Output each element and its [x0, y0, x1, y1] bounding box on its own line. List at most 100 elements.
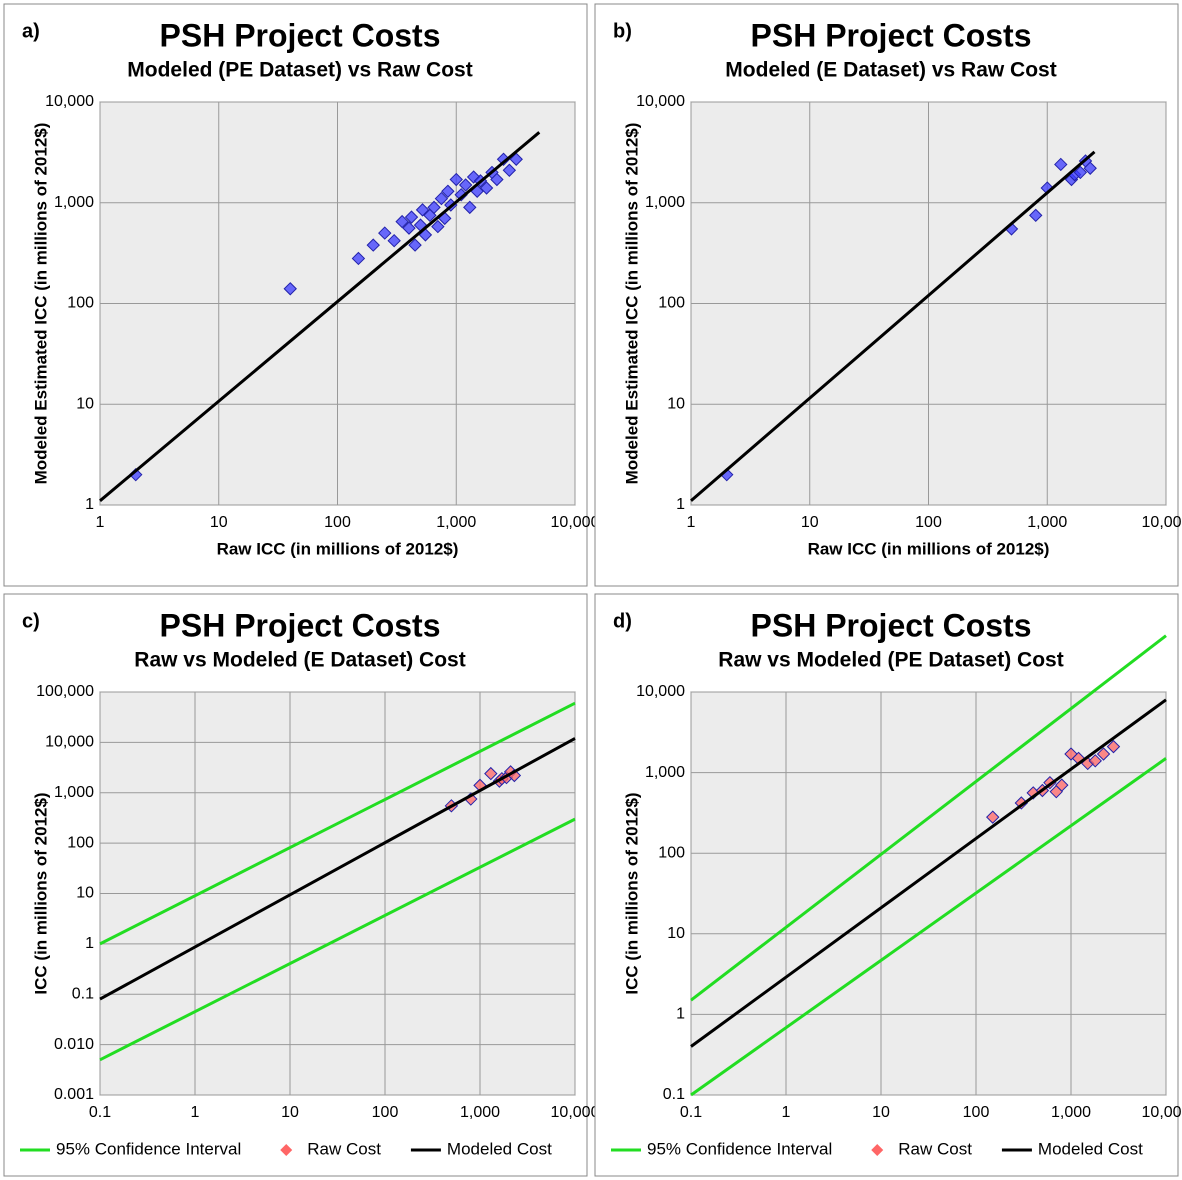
x-tick-label: 0.1: [89, 1104, 111, 1121]
y-tick-label: 10,000: [636, 683, 685, 700]
x-tick-label: 1,000: [460, 1104, 500, 1121]
y-tick-label: 1: [85, 496, 94, 513]
data-point: [1029, 208, 1043, 223]
plot-marks: [690, 150, 1097, 502]
x-tick-label: 1,000: [1051, 1104, 1091, 1121]
data-point: [484, 766, 498, 781]
data-point: [404, 210, 419, 224]
data-point: [502, 163, 517, 177]
chart-title: PSH Project Costs: [160, 17, 441, 53]
y-tick-label: 10: [76, 885, 94, 902]
y-tick-label: 0.1: [663, 1086, 685, 1103]
y-tick-label: 100,000: [36, 683, 94, 700]
chart-title: PSH Project Costs: [160, 607, 441, 643]
fit-line: [690, 150, 1096, 502]
y-tick-label: 1: [676, 496, 685, 513]
chart-title: PSH Project Costs: [751, 607, 1032, 643]
chart-subtitle: Modeled (PE Dataset) vs Raw Cost: [127, 59, 472, 82]
data-point: [408, 238, 422, 252]
data-point: [986, 810, 1000, 824]
x-tick-label: 1: [191, 1104, 200, 1121]
y-tick-label: 1: [676, 1006, 685, 1023]
x-tick-label: 1: [687, 514, 696, 531]
legend-label: Modeled Cost: [1038, 1139, 1143, 1158]
y-tick-label: 1,000: [645, 194, 685, 211]
x-tick-label: 100: [915, 514, 942, 531]
data-point: [490, 172, 504, 187]
y-tick-label: 10: [667, 925, 685, 942]
x-tick-label: 100: [324, 514, 351, 531]
fit-line: [690, 634, 1167, 1002]
panel-label: b): [613, 20, 632, 42]
data-point: [1088, 754, 1102, 768]
y-tick-label: 10,000: [636, 93, 685, 110]
x-tick-label: 1: [782, 1104, 791, 1121]
data-point: [387, 234, 401, 248]
y-tick-label: 1,000: [54, 194, 94, 211]
legend-label: 95% Confidence Interval: [56, 1139, 241, 1158]
x-tick-label: 0.1: [680, 1104, 702, 1121]
plot-marks: [99, 131, 541, 502]
data-point: [1073, 165, 1088, 180]
y-tick-label: 10: [76, 395, 94, 412]
fit-line: [99, 131, 541, 502]
data-point: [441, 184, 455, 198]
chart-subtitle: Modeled (E Dataset) vs Raw Cost: [725, 59, 1056, 82]
data-point: [415, 203, 430, 217]
x-tick-label: 10,000: [551, 1104, 600, 1121]
data-point: [1096, 747, 1111, 761]
plot-marks: [690, 634, 1167, 1097]
legend-swatch: [280, 1144, 293, 1156]
y-tick-label: 100: [658, 295, 685, 312]
y-tick-label: 100: [67, 295, 94, 312]
fit-line: [99, 737, 576, 1001]
panel-label: c): [22, 610, 40, 632]
x-tick-label: 1: [96, 514, 105, 531]
y-tick-label: 10: [667, 395, 685, 412]
y-tick-label: 1,000: [54, 784, 94, 801]
y-axis-label: Modeled Estimated ICC (in millions of 20…: [31, 123, 50, 485]
legend-swatch: [871, 1144, 884, 1156]
x-tick-label: 10,000: [551, 514, 600, 531]
legend-label: Raw Cost: [307, 1139, 381, 1158]
data-point: [449, 172, 463, 187]
data-point: [402, 221, 416, 235]
fit-line: [690, 698, 1167, 1048]
x-tick-label: 1,000: [1027, 514, 1067, 531]
x-tick-label: 100: [372, 1104, 399, 1121]
panel-label: a): [22, 20, 40, 42]
panel: b) PSH Project Costs Modeled (E Dataset) v…: [594, 3, 1182, 587]
panel: c) PSH Project Costs Raw vs Modeled (E Dat…: [3, 593, 600, 1177]
chart-subtitle: Raw vs Modeled (PE Dataset) Cost: [718, 649, 1063, 672]
data-point: [283, 282, 297, 296]
y-tick-label: 10,000: [45, 93, 94, 110]
plot-marks: [99, 701, 576, 1062]
x-tick-label: 10,000: [1142, 1104, 1182, 1121]
y-axis-label: Modeled Estimated ICC (in millions of 20…: [622, 123, 641, 485]
legend-label: 95% Confidence Interval: [647, 1139, 832, 1158]
legend-label: Raw Cost: [898, 1139, 972, 1158]
data-point: [479, 181, 494, 195]
y-tick-label: 0.001: [54, 1086, 94, 1103]
y-tick-label: 100: [658, 844, 685, 861]
y-tick-label: 100: [67, 834, 94, 851]
data-point: [1055, 778, 1069, 792]
y-axis-label: ICC (in millions of 2012$): [31, 792, 50, 994]
fit-line: [99, 701, 576, 946]
y-tick-label: 0.010: [54, 1036, 94, 1053]
x-tick-label: 10: [801, 514, 819, 531]
data-point: [458, 178, 473, 192]
y-tick-label: 1,000: [645, 764, 685, 781]
panel: a) PSH Project Costs Modeled (PE Dataset) …: [3, 3, 600, 587]
data-point: [378, 226, 392, 240]
x-tick-label: 10,000: [1142, 514, 1182, 531]
data-point: [1106, 739, 1121, 754]
data-point: [463, 200, 477, 215]
data-point: [366, 238, 380, 252]
fit-line: [690, 757, 1167, 1097]
x-tick-label: 10: [281, 1104, 299, 1121]
legend-label: Modeled Cost: [447, 1139, 552, 1158]
y-tick-label: 1: [85, 935, 94, 952]
chart-title: PSH Project Costs: [751, 17, 1032, 53]
